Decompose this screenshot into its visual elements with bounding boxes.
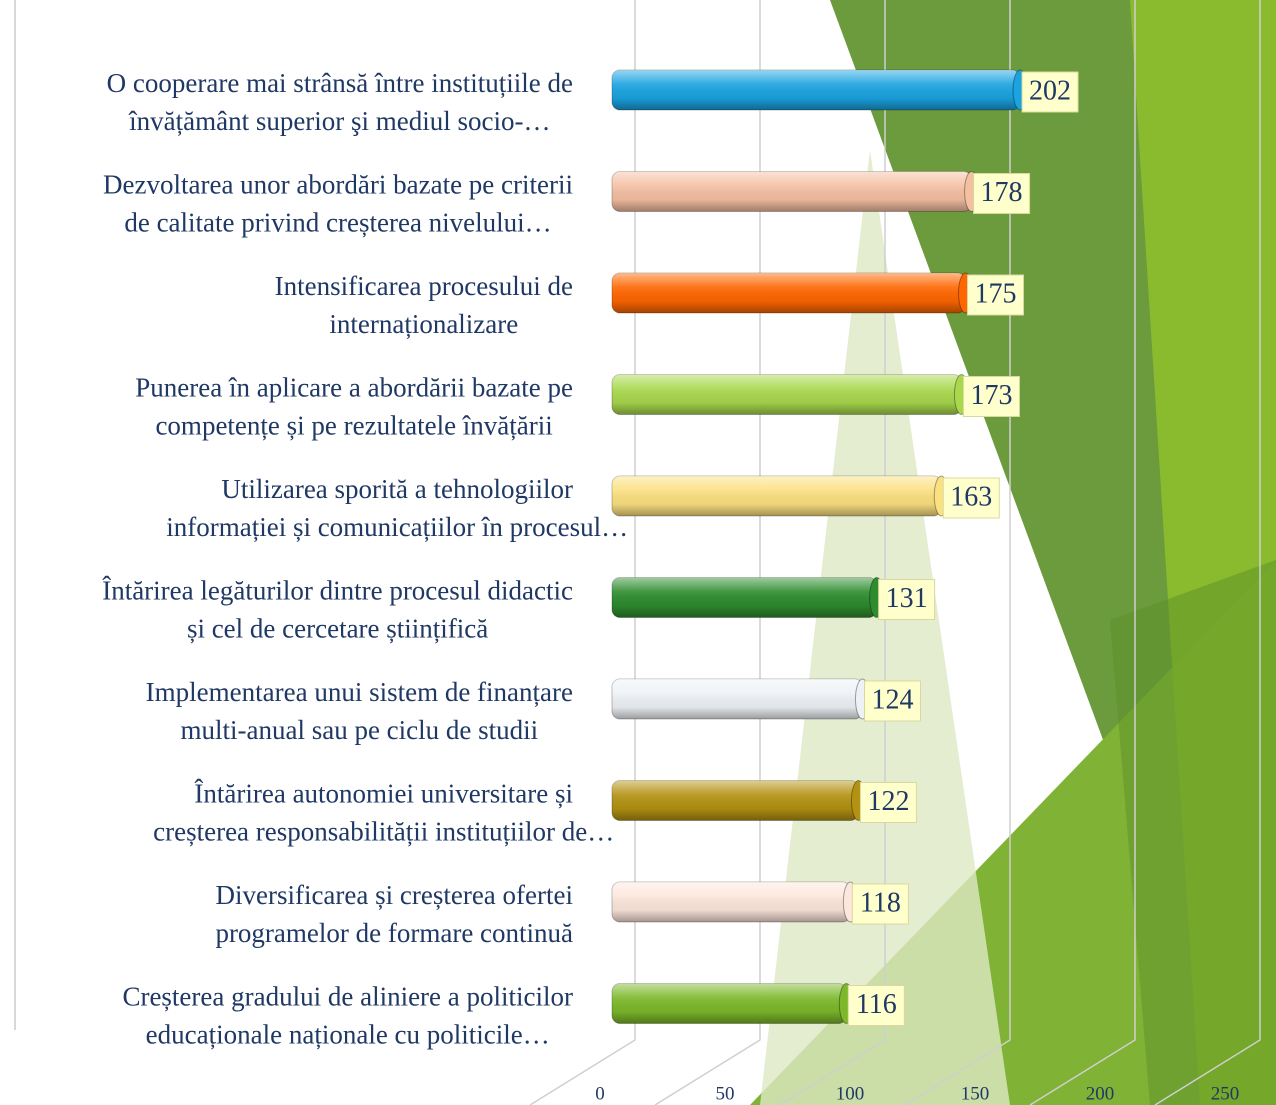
category-label: Punerea în aplicare a abordării bazate p… [135,373,573,403]
category-label: informației și comunicațiilor în procesu… [166,512,628,542]
x-tick-label: 150 [961,1083,990,1104]
category-label: de calitate privind creșterea nivelului… [124,208,551,238]
value-label: 124 [871,684,913,715]
category-label: internaționalizare [329,309,518,339]
category-label: Diversificarea și creșterea ofertei [215,880,573,910]
bar-shade [612,375,961,415]
x-tick-label: 100 [836,1083,865,1104]
x-tick-label: 250 [1211,1083,1240,1104]
category-label: educaționale naționale cu politicile… [146,1020,550,1050]
value-label: 173 [970,380,1012,411]
category-label: creșterea responsabilității instituțiilo… [153,817,614,847]
category-label: Dezvoltarea unor abordări bazate pe crit… [103,170,573,200]
category-label: Întărirea legăturilor dintre procesul di… [102,576,573,606]
page: {"chart_data": {"type": "bar", "orientat… [0,0,1276,1105]
value-label: 122 [867,786,909,817]
value-label: 202 [1029,75,1071,106]
category-label: programelor de formare continuă [215,918,573,948]
category-label: Intensificarea procesului de [275,271,573,301]
bar-shade [612,273,966,313]
category-label: Implementarea unui sistem de finanțare [146,677,573,707]
value-label: 116 [856,989,897,1020]
x-tick-label: 50 [716,1083,735,1104]
bar-shade [612,882,850,922]
category-label: învățământ superior şi mediul socio-… [128,106,550,136]
value-label: 131 [886,583,928,614]
bar-shade [612,476,941,516]
category-label: și cel de cercetare științifică [187,614,488,644]
category-label: competențe și pe rezultatele învățării [155,411,552,441]
grid-line [655,0,760,1105]
bar-shade [612,578,877,618]
bar-shade [612,781,858,821]
bar-shade [612,679,862,719]
bar-shade [612,172,972,212]
value-label: 178 [981,177,1023,208]
category-label: O cooperare mai strânsă între instituții… [107,68,573,98]
value-label: 163 [950,481,992,512]
category-label: Utilizarea sporită a tehnologiilor [221,474,573,504]
bar-shade [612,984,846,1024]
category-label: Creșterea gradului de aliniere a politic… [122,982,573,1012]
value-label: 118 [860,887,901,918]
bar-shade [612,70,1020,110]
x-tick-label: 200 [1086,1083,1115,1104]
category-label: multi-anual sau pe ciclu de studii [180,715,538,745]
background [15,0,1276,1105]
value-label: 175 [975,278,1017,309]
chart: 0 50 100 150 200 250 202 O cooperare mai strân… [0,0,1276,1105]
category-label: Întărirea autonomiei universitare și [194,779,573,809]
x-tick-label: 0 [595,1083,605,1104]
